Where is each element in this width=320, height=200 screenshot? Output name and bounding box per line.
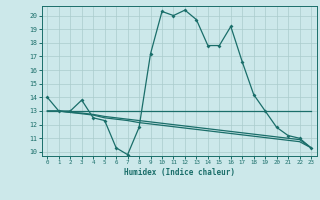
X-axis label: Humidex (Indice chaleur): Humidex (Indice chaleur) xyxy=(124,168,235,177)
